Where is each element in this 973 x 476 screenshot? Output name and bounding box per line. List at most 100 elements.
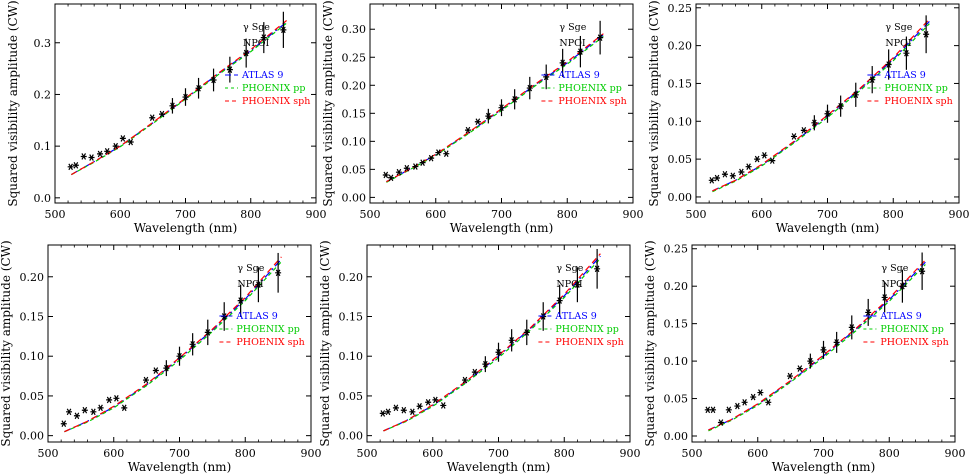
data-point	[416, 402, 423, 410]
data-point	[60, 420, 67, 428]
y-tick-label: 0.15	[20, 310, 45, 323]
data-point	[142, 376, 149, 384]
legend-label-phoenix_pp: PHOENIX pp	[555, 324, 618, 335]
data-point	[182, 93, 189, 101]
legend-label-atlas: ATLAS 9	[554, 311, 596, 322]
legend-star: γ Sge	[559, 22, 586, 33]
x-tick-label: 600	[110, 208, 131, 221]
model-curve-1	[386, 34, 604, 183]
data-point	[852, 91, 859, 99]
x-tick-label: 700	[491, 208, 512, 221]
legend-label-phoenix_pp: PHOENIX pp	[880, 324, 943, 335]
y-tick-label: 0.25	[668, 2, 693, 15]
data-point	[523, 329, 530, 336]
x-tick-label: 800	[554, 447, 575, 460]
data-point	[714, 174, 721, 182]
legend-star: γ Sge	[243, 22, 270, 33]
data-point	[106, 396, 113, 404]
legend-label-phoenix_pp: PHOENIX pp	[558, 83, 621, 94]
y-tick-label: 0.20	[668, 40, 693, 53]
x-axis-label: Wavelength (nm)	[772, 460, 876, 474]
data-point	[149, 114, 156, 122]
data-point	[189, 340, 196, 348]
legend-label-atlas: ATLAS 9	[241, 70, 283, 81]
data-point	[508, 337, 515, 344]
x-tick-label: 900	[620, 447, 641, 460]
data-point	[485, 112, 492, 120]
y-tick-label: 0.10	[668, 115, 693, 128]
y-axis-label: Squared visibility amplitude (CW)	[0, 240, 13, 446]
data-point	[741, 398, 748, 406]
y-tick-label: 0.00	[339, 430, 364, 443]
legend-label-atlas: ATLAS 9	[879, 311, 921, 322]
legend-label-atlas: ATLAS 9	[235, 311, 277, 322]
y-tick-label: 0.0	[34, 192, 52, 205]
data-point	[382, 171, 389, 179]
model-curve-2	[708, 264, 926, 432]
data-point	[195, 84, 202, 92]
data-point	[97, 150, 104, 158]
data-point	[734, 402, 741, 410]
x-tick-label: 700	[175, 208, 196, 221]
legend-label-phoenix_sph: PHOENIX sph	[558, 96, 626, 107]
data-point	[919, 267, 926, 275]
legend: γ Sge NPOI ATLAS 9 PHOENIX pp PHOENIX sph	[863, 263, 949, 348]
data-point	[848, 324, 855, 331]
data-point	[482, 360, 489, 368]
data-point	[885, 61, 892, 68]
data-point	[738, 168, 745, 176]
y-axis-label: Squared visibility amplitude (CW)	[318, 240, 332, 446]
y-tick-label: 0.15	[664, 318, 689, 331]
x-tick-label: 700	[488, 447, 509, 460]
data-point	[725, 406, 732, 414]
x-tick-label: 500	[686, 208, 707, 221]
x-tick-label: 800	[879, 447, 900, 460]
y-tick-label: 0.00	[664, 430, 689, 443]
y-tick-label: 0.10	[339, 350, 364, 363]
data-point	[169, 102, 176, 110]
legend-star: γ Sge	[881, 263, 908, 274]
data-point	[97, 404, 104, 412]
data-point	[425, 398, 432, 406]
data-point	[379, 410, 386, 417]
data-point	[409, 408, 416, 416]
chart-panel-4: 500 600 700 800 900 0.00 0.05 0.10 0.15 0.20 Wavel…	[0, 240, 322, 474]
legend-star: γ Sge	[237, 263, 264, 274]
data-point	[769, 157, 776, 164]
y-tick-label: 0.00	[20, 430, 45, 443]
data-point	[255, 281, 262, 289]
y-tick-label: 0.05	[339, 390, 364, 403]
data-point	[721, 170, 728, 178]
legend-instrument: NPOI	[559, 38, 585, 49]
data-point	[243, 49, 250, 57]
y-tick-label: 0.05	[668, 153, 693, 166]
y-tick-label: 0.1	[34, 140, 52, 153]
x-tick-label: 700	[169, 447, 190, 460]
y-tick-label: 0.20	[664, 280, 689, 293]
data-point	[419, 159, 426, 166]
y-axis-label: Squared visibility amplitude (CW)	[321, 0, 335, 206]
x-tick-label: 600	[747, 447, 768, 460]
legend-instrument: NPOI	[881, 279, 907, 290]
legend-instrument: NPOI	[237, 279, 263, 290]
x-tick-label: 500	[357, 447, 378, 460]
legend-label-atlas: ATLAS 9	[557, 70, 599, 81]
data-point	[597, 34, 604, 41]
data-point	[280, 26, 287, 34]
model-curve-3	[712, 18, 930, 192]
chart-panel-1: 500 600 700 800 900 0.0 0.1 0.2 0.3 Wavelength (n…	[6, 0, 327, 235]
data-point	[127, 138, 134, 146]
data-point	[260, 34, 267, 41]
y-tick-label: 0.15	[339, 310, 364, 323]
data-point	[865, 309, 872, 316]
data-point	[750, 393, 757, 401]
legend: γ Sge NPOI ATLAS 9 PHOENIX pp PHOENIX sph	[219, 263, 305, 348]
data-point	[833, 339, 840, 346]
data-point	[428, 154, 435, 162]
data-point	[119, 135, 126, 142]
x-tick-label: 900	[306, 208, 327, 221]
data-point	[790, 133, 797, 140]
chart-panel-3: 500 600 700 800 900 0.00 0.05 0.10 0.15 0.20 0.25 W…	[647, 0, 970, 235]
data-point	[729, 172, 736, 180]
data-point	[81, 406, 88, 414]
